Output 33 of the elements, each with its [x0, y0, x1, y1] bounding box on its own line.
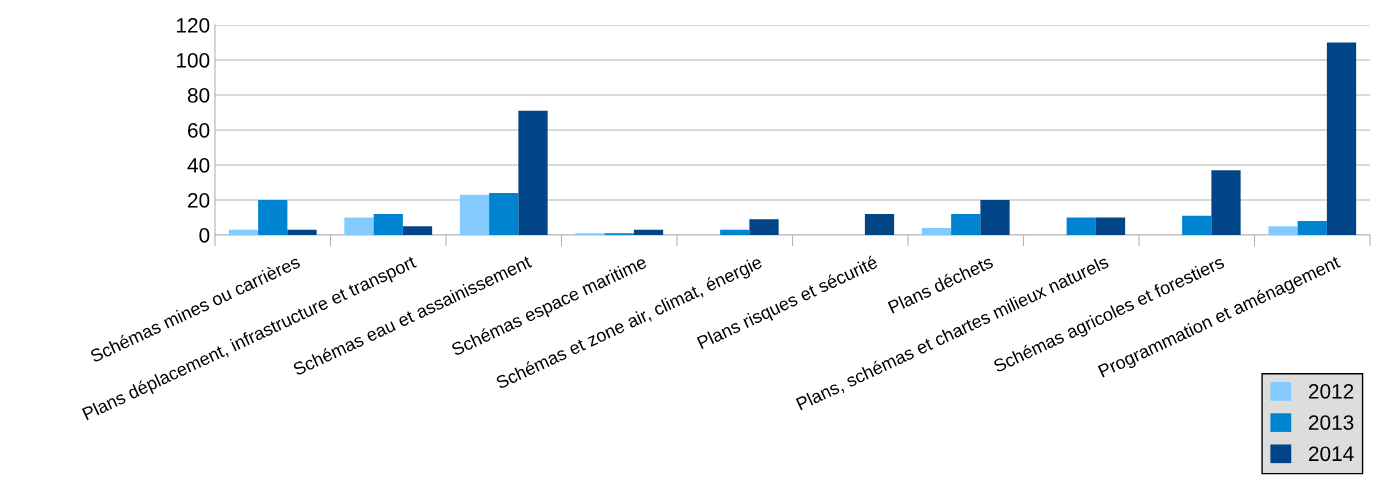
bar: [287, 229, 317, 235]
bar: [1297, 221, 1327, 235]
legend-label: 2014: [1308, 446, 1354, 462]
bar: [228, 229, 259, 235]
y-tick-label: 20: [188, 193, 210, 208]
bar: [459, 194, 490, 235]
bar: [373, 214, 403, 235]
y-tick-label: 0: [199, 228, 210, 243]
bar: [1095, 217, 1126, 235]
bar: [749, 219, 779, 235]
bar: [720, 229, 750, 235]
bar: [1066, 217, 1096, 235]
bar: [921, 228, 952, 235]
legend-label: 2013: [1308, 415, 1354, 430]
bar: [633, 229, 664, 235]
bar: [980, 200, 1010, 235]
bar: [864, 214, 895, 235]
y-tick-label: 120: [176, 18, 210, 33]
legend-label: 2012: [1308, 383, 1354, 399]
bar: [1326, 42, 1357, 235]
y-tick-label: 60: [188, 123, 210, 138]
bar: [344, 217, 374, 235]
bar: [258, 200, 288, 235]
y-tick-label: 100: [176, 53, 210, 68]
bar: [1268, 226, 1298, 235]
bar: [1182, 215, 1212, 235]
bar: [951, 214, 981, 235]
bar: [1211, 170, 1241, 235]
y-tick-label: 40: [187, 158, 210, 173]
bar: [402, 226, 433, 235]
bar: [518, 110, 548, 235]
bar: [489, 193, 519, 235]
y-tick-label: 80: [187, 88, 210, 103]
